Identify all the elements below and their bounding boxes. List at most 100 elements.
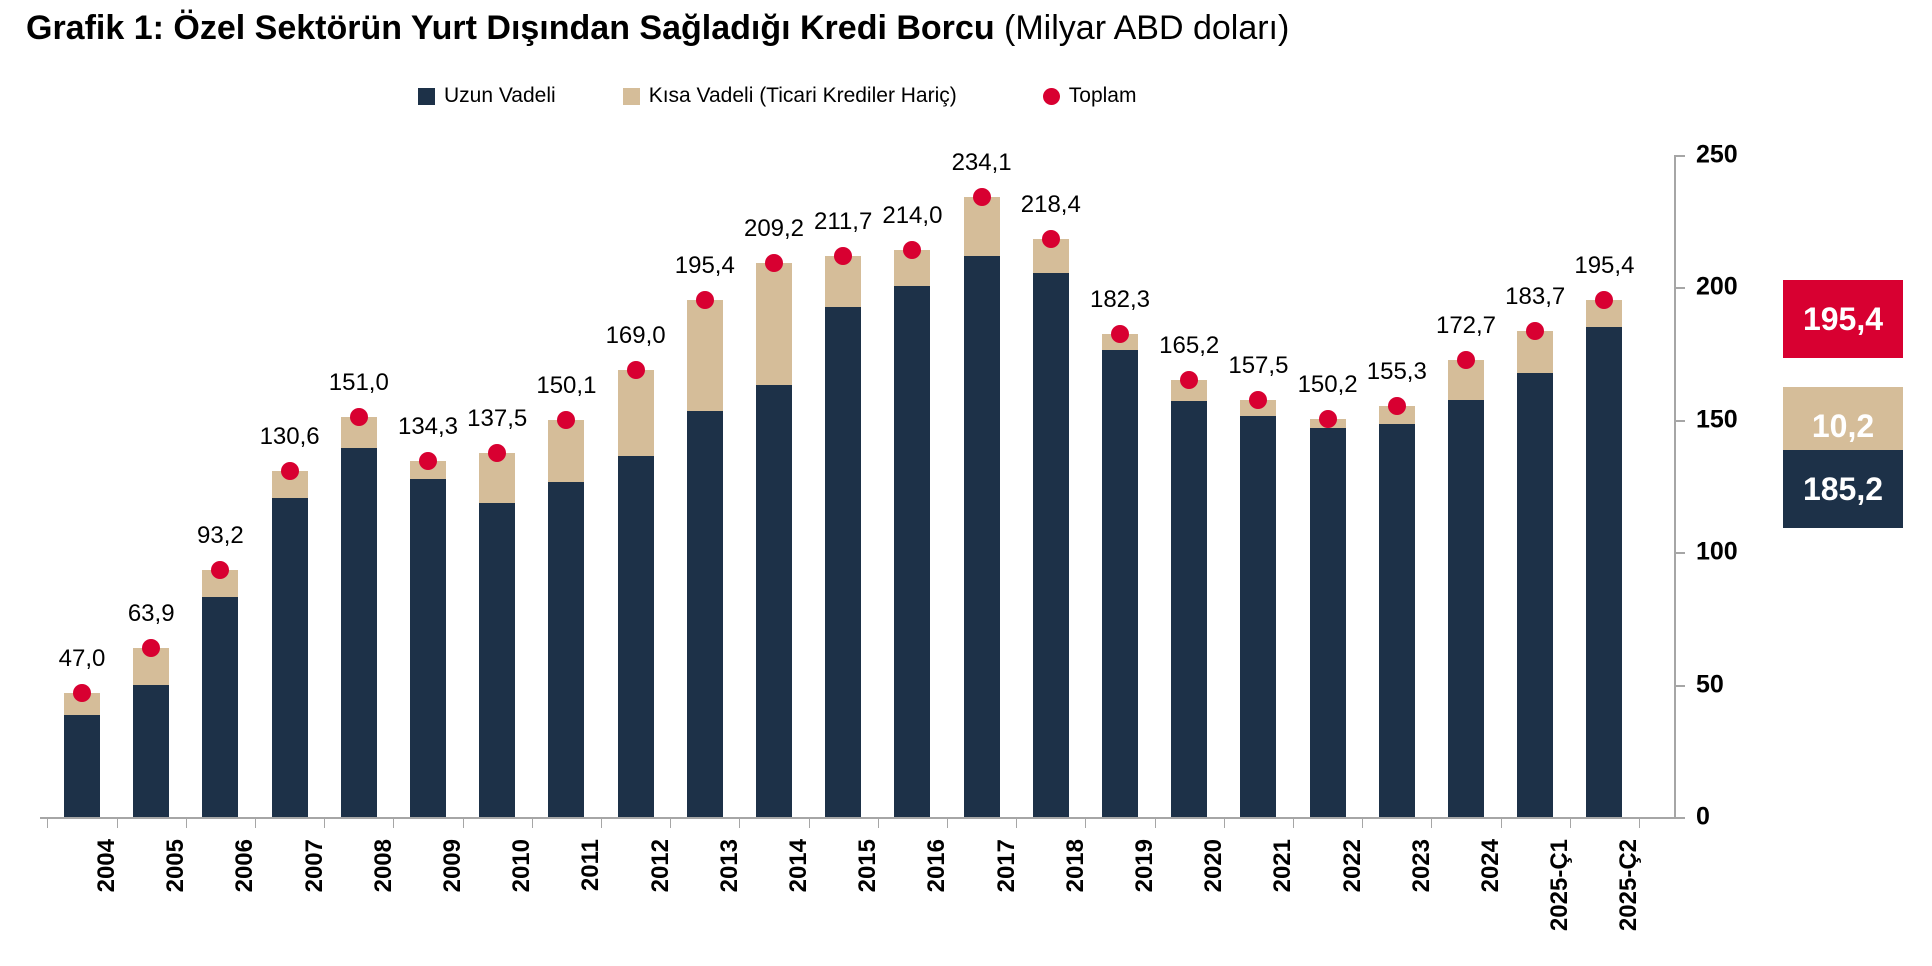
- x-axis-tick: [1085, 817, 1087, 828]
- total-value-label: 130,6: [259, 423, 320, 451]
- bar-segment-kisa-vadeli[interactable]: [1378, 405, 1415, 424]
- x-axis-label: 2014: [785, 839, 812, 893]
- total-marker-dot[interactable]: [488, 443, 507, 462]
- bar-segment-uzun-vadeli[interactable]: [479, 503, 516, 817]
- total-marker-dot[interactable]: [1457, 350, 1475, 369]
- x-axis-tick: [1569, 817, 1571, 828]
- legend-item-kisa-vadeli[interactable]: Kısa Vadeli (Ticari Krediler Hariç): [622, 84, 957, 108]
- total-marker-dot[interactable]: [972, 188, 991, 207]
- total-marker-dot[interactable]: [73, 683, 91, 702]
- total-marker-dot[interactable]: [557, 410, 576, 429]
- y-axis-label: 150: [1696, 405, 1738, 434]
- bar-segment-uzun-vadeli[interactable]: [1032, 272, 1069, 817]
- bar-segment-kisa-vadeli[interactable]: [1171, 379, 1208, 402]
- bar-segment-kisa-vadeli[interactable]: [963, 197, 1000, 256]
- x-axis-label: 2011: [577, 839, 605, 892]
- total-marker-dot[interactable]: [1318, 410, 1337, 429]
- x-axis-label: 2009: [439, 839, 466, 893]
- x-axis-label: 2022: [1338, 839, 1366, 893]
- total-marker-dot[interactable]: [695, 290, 714, 309]
- x-axis-tick: [1223, 817, 1225, 828]
- x-axis-label: 2021: [1269, 839, 1297, 893]
- total-marker-dot[interactable]: [142, 638, 161, 657]
- total-marker-dot[interactable]: [419, 452, 437, 471]
- total-marker-dot[interactable]: [834, 247, 853, 266]
- y-axis-label: 50: [1696, 670, 1724, 699]
- value-box-toplam-text: 195,4: [1802, 300, 1884, 337]
- total-marker-dot[interactable]: [1111, 325, 1129, 344]
- total-value-label: 157,5: [1228, 351, 1289, 379]
- total-marker-dot[interactable]: [626, 360, 645, 379]
- total-value-label: 172,7: [1435, 311, 1497, 339]
- legend-item-uzun-vadeli[interactable]: Uzun Vadeli: [418, 84, 556, 108]
- x-axis-tick: [47, 817, 49, 828]
- total-marker-dot[interactable]: [1041, 229, 1060, 248]
- bar-segment-uzun-vadeli[interactable]: [1171, 401, 1208, 817]
- x-axis-tick: [1362, 817, 1364, 828]
- bar-segment-uzun-vadeli[interactable]: [133, 684, 170, 817]
- total-marker-dot[interactable]: [280, 462, 299, 481]
- legend-label-uzun-vadeli: Uzun Vadeli: [444, 84, 556, 107]
- total-marker-dot[interactable]: [903, 241, 922, 260]
- bar-segment-uzun-vadeli[interactable]: [1240, 415, 1277, 817]
- x-axis-line: [40, 817, 1676, 819]
- bar-segment-kisa-vadeli[interactable]: [756, 263, 792, 386]
- x-axis-label: 2015: [854, 839, 882, 893]
- bar-segment-uzun-vadeli[interactable]: [202, 597, 239, 817]
- bar-segment-uzun-vadeli[interactable]: [756, 385, 792, 817]
- bar-segment-kisa-vadeli[interactable]: [617, 369, 654, 456]
- total-marker-dot[interactable]: [1595, 290, 1614, 309]
- y-axis-label: 200: [1696, 272, 1738, 301]
- bar-segment-uzun-vadeli[interactable]: [1102, 349, 1138, 817]
- bar-segment-uzun-vadeli[interactable]: [410, 479, 446, 817]
- x-axis-label: 2008: [369, 839, 397, 893]
- total-marker-dot[interactable]: [1180, 370, 1199, 389]
- chart-plot-area: 47,0 63,9 93,2 130,6 151,0 134,3 137,5 150,1 169…: [40, 141, 1738, 931]
- y-axis-tick: [1674, 684, 1685, 687]
- chart-legend: Uzun Vadeli Kısa Vadeli (Ticari Krediler…: [418, 84, 1136, 108]
- bar-segment-kisa-vadeli[interactable]: [686, 299, 723, 411]
- bar-segment-kisa-vadeli[interactable]: [548, 419, 585, 483]
- bar-segment-uzun-vadeli[interactable]: [617, 455, 654, 817]
- total-value-label: 165,2: [1159, 331, 1220, 359]
- bar-segment-uzun-vadeli[interactable]: [825, 307, 862, 817]
- legend-swatch-icon: [418, 87, 435, 105]
- y-axis-label: 250: [1696, 140, 1738, 169]
- bar-segment-uzun-vadeli[interactable]: [1586, 326, 1623, 817]
- bar-segment-uzun-vadeli[interactable]: [1517, 373, 1554, 817]
- total-marker-dot[interactable]: [1387, 396, 1406, 415]
- x-axis-tick: [393, 817, 395, 828]
- y-axis-label: 0: [1696, 802, 1710, 831]
- x-axis-tick: [116, 817, 118, 828]
- legend-dot-icon: [1042, 87, 1060, 105]
- bar-segment-uzun-vadeli[interactable]: [340, 447, 377, 817]
- bar-segment-uzun-vadeli[interactable]: [1448, 399, 1484, 817]
- total-marker-dot[interactable]: [765, 254, 783, 273]
- legend-item-toplam[interactable]: Toplam: [1042, 84, 1137, 108]
- x-axis-label: 2007: [300, 839, 328, 893]
- total-marker-dot[interactable]: [349, 408, 368, 427]
- bar-segment-uzun-vadeli[interactable]: [686, 410, 723, 817]
- bar-segment-uzun-vadeli[interactable]: [548, 482, 585, 817]
- y-axis-label: 100: [1696, 537, 1738, 566]
- bar-segment-uzun-vadeli[interactable]: [1378, 423, 1415, 817]
- bar-segment-uzun-vadeli[interactable]: [271, 497, 308, 817]
- x-axis-tick: [877, 817, 879, 828]
- x-axis-tick: [462, 817, 464, 828]
- bar-segment-uzun-vadeli[interactable]: [894, 286, 931, 817]
- bar-segment-kisa-vadeli[interactable]: [410, 461, 446, 480]
- total-marker-dot[interactable]: [1526, 321, 1545, 340]
- y-axis-tick: [1674, 287, 1685, 290]
- bar-segment-uzun-vadeli[interactable]: [64, 715, 100, 817]
- bar-segment-uzun-vadeli[interactable]: [963, 255, 1000, 817]
- bar-segment-kisa-vadeli[interactable]: [64, 692, 100, 716]
- legend-label-toplam: Toplam: [1068, 84, 1137, 107]
- x-axis-tick: [1293, 817, 1294, 828]
- total-marker-dot[interactable]: [211, 561, 230, 580]
- total-value-label: 234,1: [951, 149, 1012, 177]
- total-marker-dot[interactable]: [1249, 390, 1268, 409]
- x-axis-tick: [670, 817, 672, 828]
- total-value-label: 150,2: [1297, 371, 1358, 399]
- bar-segment-uzun-vadeli[interactable]: [1309, 427, 1346, 817]
- total-value-label: 155,3: [1366, 357, 1427, 385]
